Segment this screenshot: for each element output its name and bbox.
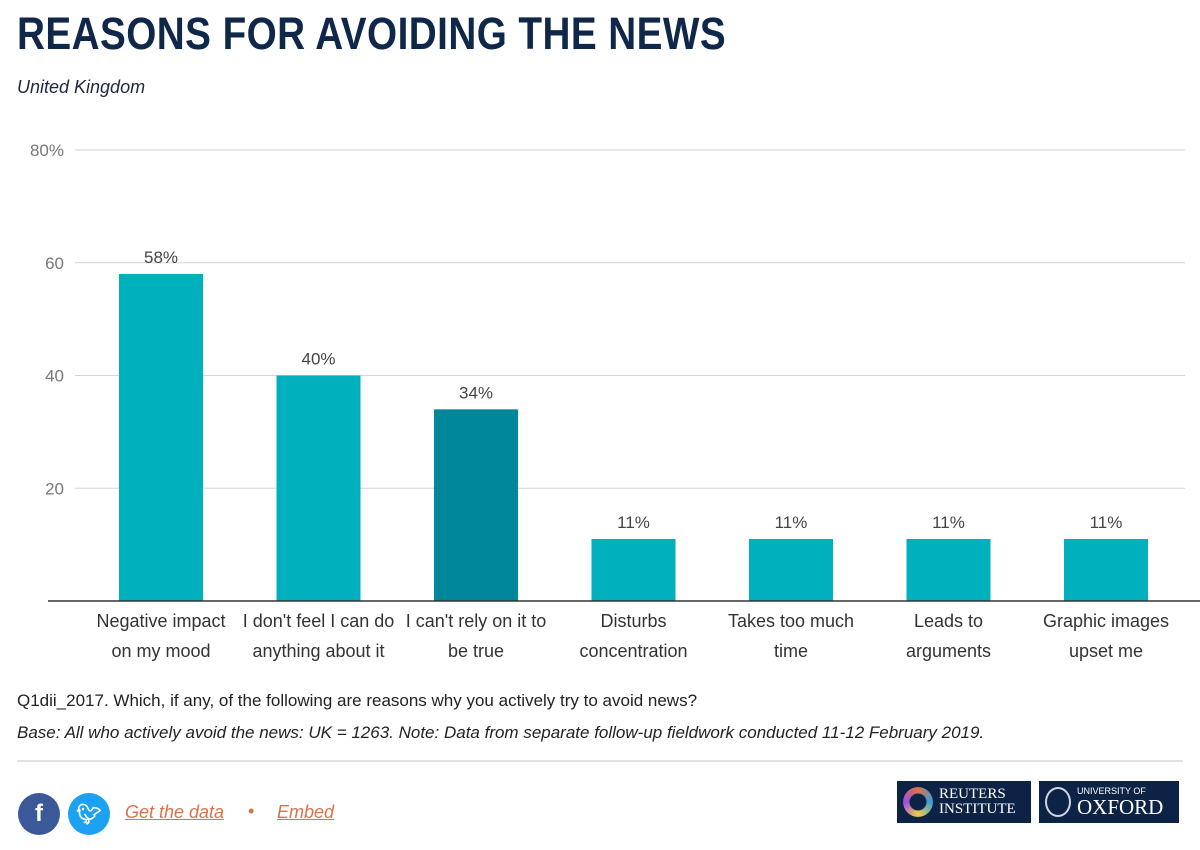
bar-chart: 20 40 60 80% 58% Negative impact on my mood 40%…: [30, 141, 1200, 661]
chart-subtitle: United Kingdom: [17, 77, 146, 97]
data-label: 11%: [932, 513, 965, 532]
bar: [434, 409, 518, 601]
twitter-icon: 🐦︎: [76, 803, 102, 826]
y-tick-label: 60: [45, 254, 64, 273]
data-label: 40%: [301, 350, 335, 369]
facebook-icon: f: [35, 800, 43, 827]
reuters-institute-logo[interactable]: REUTERS INSTITUTE: [897, 781, 1031, 823]
x-tick-label: I don't feel I can do: [243, 611, 395, 631]
bar: [749, 538, 833, 601]
y-tick-label: 20: [45, 479, 64, 498]
logo-text: INSTITUTE: [939, 801, 1016, 817]
y-tick-label: 80%: [30, 141, 64, 160]
logo-text: UNIVERSITY OF: [1077, 786, 1146, 796]
x-tick-label: on my mood: [111, 641, 210, 661]
x-tick-label: Leads to: [914, 611, 983, 631]
logo-text: OXFORD: [1077, 795, 1164, 819]
get-the-data-link[interactable]: Get the data: [125, 802, 225, 822]
x-tick-label: Takes too much: [728, 611, 854, 631]
survey-question: Q1dii_2017. Which, if any, of the follow…: [17, 691, 698, 710]
embed-link[interactable]: Embed: [277, 802, 335, 822]
chart-title: REASONS FOR AVOIDING THE NEWS: [17, 8, 727, 59]
oxford-crest-icon: [1045, 787, 1071, 817]
university-of-oxford-logo[interactable]: UNIVERSITY OF OXFORD: [1039, 781, 1179, 823]
x-tick-label: I can't rely on it to: [406, 611, 547, 631]
y-tick-label: 40: [45, 367, 64, 386]
x-tick-label: Graphic images: [1043, 611, 1169, 631]
x-tick-label: concentration: [579, 641, 687, 661]
x-tick-label: be true: [448, 641, 504, 661]
reuters-dots-icon: [903, 787, 933, 817]
data-label: 11%: [617, 513, 650, 532]
x-tick-label: arguments: [906, 641, 991, 661]
base-note: Base: All who actively avoid the news: U…: [17, 723, 985, 742]
separator-dot: •: [248, 801, 255, 821]
data-label: 58%: [144, 248, 178, 267]
divider: [17, 760, 1183, 762]
bar: [1064, 538, 1148, 601]
twitter-share-button[interactable]: 🐦︎: [68, 793, 110, 835]
x-tick-label: time: [774, 641, 808, 661]
data-label: 11%: [775, 513, 808, 532]
bar: [591, 538, 676, 601]
x-tick-label: upset me: [1069, 641, 1143, 661]
x-tick-label: anything about it: [252, 641, 384, 661]
logo-text: REUTERS: [939, 786, 1006, 802]
bar: [276, 375, 361, 601]
bar: [119, 274, 203, 601]
x-tick-label: Negative impact: [96, 611, 225, 631]
bar: [906, 538, 991, 601]
data-label: 11%: [1090, 513, 1123, 532]
facebook-share-button[interactable]: f: [18, 793, 60, 835]
x-tick-label: Disturbs: [600, 611, 666, 631]
data-label: 34%: [459, 383, 493, 402]
